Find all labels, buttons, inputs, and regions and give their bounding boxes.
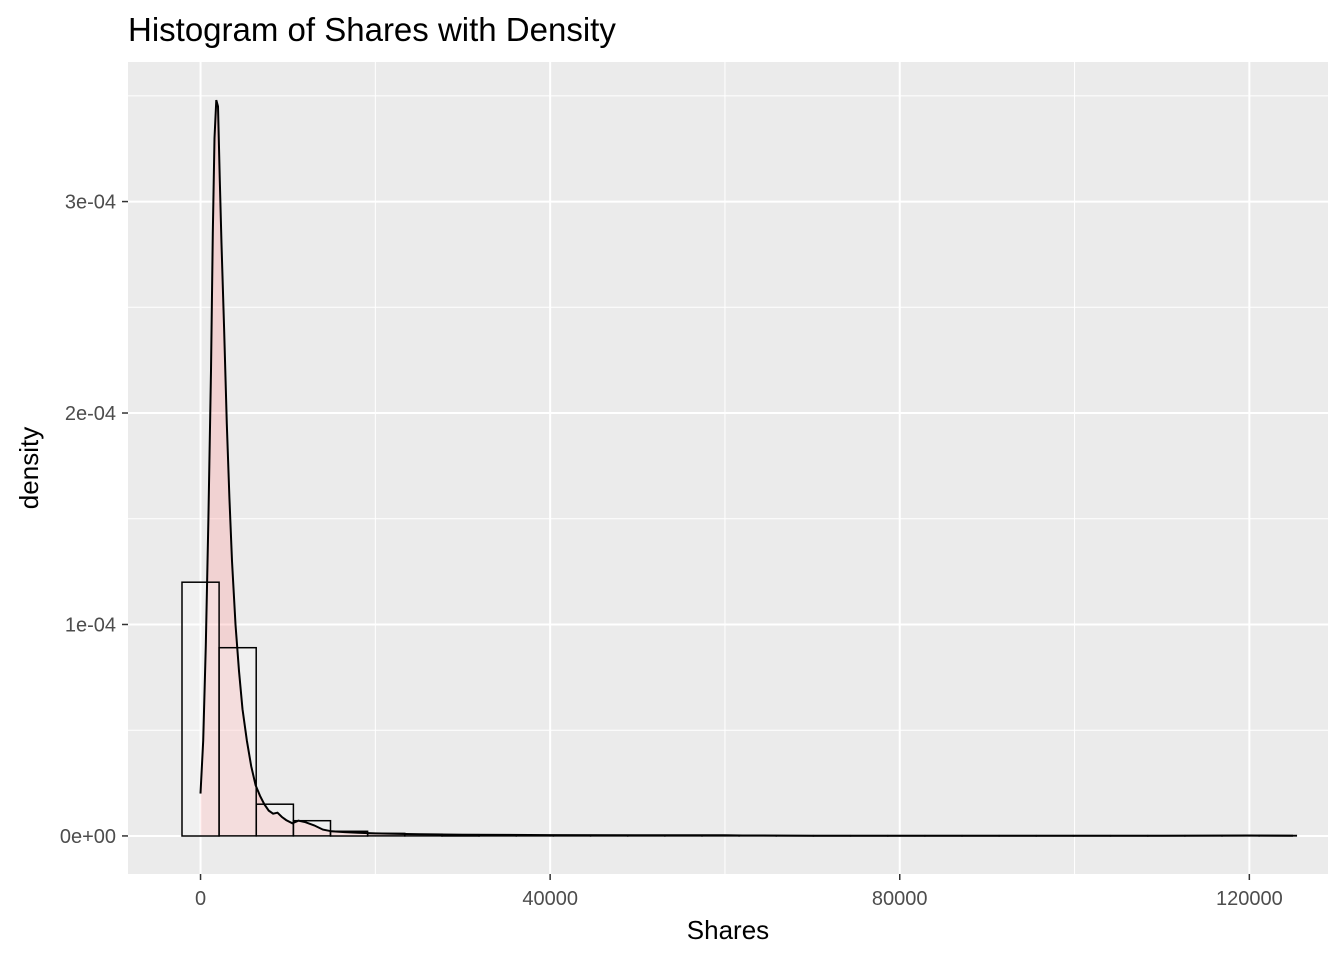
y-tick-label: 2e-04 bbox=[65, 403, 116, 425]
density-curve-line bbox=[199, 99, 1294, 837]
y-tick-label: 0e+00 bbox=[60, 826, 116, 848]
histogram-bar bbox=[292, 819, 332, 837]
y-tick-label: 3e-04 bbox=[65, 192, 116, 214]
histogram-bar bbox=[218, 646, 257, 837]
y-axis-title: density bbox=[14, 427, 44, 509]
plot-panel bbox=[128, 62, 1328, 874]
y-axis-ticks: 0e+00 1e-04 2e-04 3e-04 bbox=[60, 192, 128, 848]
chart-title: Histogram of Shares with Density bbox=[128, 11, 616, 48]
x-axis-title: Shares bbox=[687, 915, 769, 945]
minor-gridlines bbox=[128, 62, 1328, 874]
x-tick-label: 80000 bbox=[872, 888, 928, 910]
x-axis-ticks: 0 40000 80000 120000 bbox=[195, 874, 1283, 910]
x-tick-label: 0 bbox=[195, 888, 206, 910]
y-tick-label: 1e-04 bbox=[65, 614, 116, 636]
x-tick-label: 120000 bbox=[1216, 888, 1283, 910]
x-tick-label: 40000 bbox=[522, 888, 578, 910]
histogram-bar bbox=[181, 581, 220, 837]
